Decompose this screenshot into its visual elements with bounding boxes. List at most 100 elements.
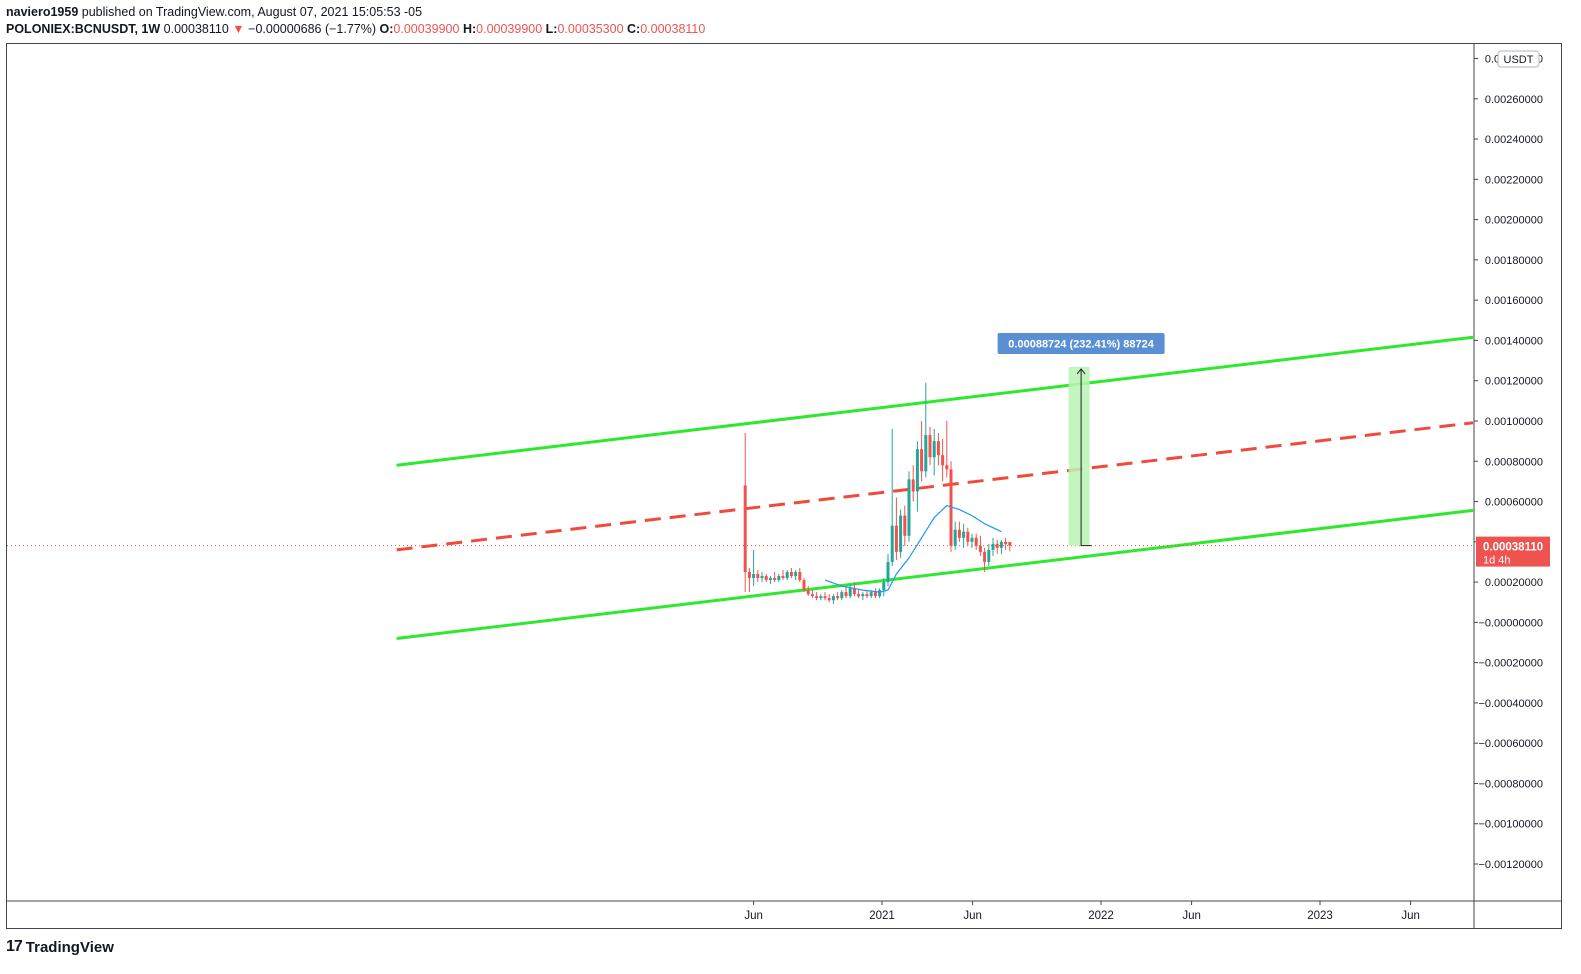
candle-body[interactable]: [894, 525, 898, 552]
candle-body[interactable]: [861, 594, 865, 597]
candle-body[interactable]: [987, 549, 991, 562]
low-value: 0.00035300: [557, 22, 624, 36]
time-tick-label: Jun: [963, 910, 982, 922]
candle-body[interactable]: [806, 590, 810, 595]
price-tick-label: 0.00180000: [1485, 255, 1543, 267]
close-label: C:: [627, 22, 641, 36]
candle-body[interactable]: [794, 572, 798, 577]
candle-body[interactable]: [890, 525, 894, 562]
author-name: naviero1959: [6, 5, 79, 19]
candle-body[interactable]: [911, 479, 915, 492]
channel-upper-line[interactable]: [396, 335, 1474, 467]
candle-body[interactable]: [789, 572, 793, 577]
candle-body[interactable]: [953, 529, 957, 546]
candle-body[interactable]: [970, 537, 974, 542]
channel-lower-line[interactable]: [396, 508, 1474, 640]
price-change: −0.00000686 (−1.77%): [248, 22, 377, 36]
measure-label-box: [997, 332, 1165, 354]
candle-body[interactable]: [865, 594, 869, 597]
currency-badge[interactable]: [1497, 50, 1540, 68]
price-axis[interactable]: 0.002800000.002600000.002400000.00220000…: [1474, 50, 1543, 871]
measure-range-box[interactable]: [1068, 366, 1090, 546]
candle-body[interactable]: [941, 455, 945, 466]
candle-body[interactable]: [903, 515, 907, 536]
candle-body[interactable]: [836, 596, 840, 599]
candle-body[interactable]: [857, 594, 861, 597]
candle-body[interactable]: [915, 449, 919, 492]
candle-body[interactable]: [752, 574, 756, 579]
candle-body[interactable]: [1004, 541, 1008, 545]
price-tick-label: −0.00020000: [1478, 658, 1543, 670]
candle-body[interactable]: [798, 572, 802, 581]
candle-body[interactable]: [907, 479, 911, 536]
candle-body[interactable]: [882, 582, 886, 591]
channel-mid-dashed-line[interactable]: [396, 421, 1474, 552]
candle-body[interactable]: [999, 541, 1003, 548]
candles-group[interactable]: [743, 382, 1012, 605]
candle-body[interactable]: [869, 592, 873, 597]
measure-arrow-head-icon: [1076, 368, 1086, 375]
candle-body[interactable]: [974, 537, 978, 546]
candle-body[interactable]: [827, 598, 831, 601]
price-tick-label: 0.00260000: [1485, 94, 1543, 106]
candle-body[interactable]: [928, 435, 932, 458]
candle-body[interactable]: [852, 588, 856, 595]
candle-body[interactable]: [815, 596, 819, 599]
candle-body[interactable]: [983, 551, 987, 562]
high-value: 0.00039900: [476, 22, 543, 36]
moving-average-line: [824, 504, 1002, 593]
candle-body[interactable]: [764, 576, 768, 581]
candle-body[interactable]: [823, 596, 827, 599]
candle-body[interactable]: [936, 441, 940, 456]
price-tick-label: 0.00080000: [1485, 456, 1543, 468]
candle-body[interactable]: [831, 596, 835, 601]
candle-body[interactable]: [962, 531, 966, 538]
candle-body[interactable]: [991, 543, 995, 550]
candle-body[interactable]: [924, 435, 928, 472]
candle-body[interactable]: [743, 485, 747, 573]
candle-body[interactable]: [995, 543, 999, 548]
candle-body[interactable]: [932, 441, 936, 458]
candle-body[interactable]: [873, 592, 877, 597]
price-tick-label: −0.00100000: [1478, 819, 1543, 831]
candle-body[interactable]: [802, 580, 806, 591]
measure-label-text: 0.00088724 (232.41%) 88724: [1008, 338, 1154, 350]
candle-body[interactable]: [978, 545, 982, 552]
candle-body[interactable]: [1008, 542, 1012, 546]
symbol-label: POLONIEX:BCNUSDT, 1W: [6, 22, 161, 36]
currency-badge-label[interactable]: USDT: [1504, 54, 1534, 66]
candle-body[interactable]: [760, 576, 764, 579]
candle-body[interactable]: [768, 578, 772, 581]
tradingview-logo-icon: 17: [6, 938, 23, 955]
time-axis[interactable]: Jun 2021 Jun 2022 Jun 2023 Jun: [744, 901, 1420, 922]
candle-body[interactable]: [747, 572, 751, 579]
time-tick-label: 2022: [1088, 910, 1114, 922]
close-value: 0.00038110: [640, 22, 706, 36]
candle-body[interactable]: [848, 588, 852, 597]
candle-body[interactable]: [781, 576, 785, 579]
candle-body[interactable]: [945, 465, 949, 470]
candle-body[interactable]: [949, 469, 953, 546]
price-tick-label: 0.00220000: [1485, 174, 1543, 186]
candle-body[interactable]: [899, 515, 903, 552]
candle-body[interactable]: [886, 561, 890, 583]
price-range-measure[interactable]: 0.00088724 (232.41%) 88724: [997, 332, 1165, 547]
candle-body[interactable]: [920, 449, 924, 472]
candle-body[interactable]: [756, 574, 760, 579]
candle-body[interactable]: [840, 592, 844, 599]
candle-body[interactable]: [966, 531, 970, 542]
candle-body[interactable]: [878, 590, 882, 597]
channel-group[interactable]: [7, 335, 1474, 640]
candle-body[interactable]: [957, 529, 961, 538]
candle-body[interactable]: [777, 576, 781, 581]
price-tick-label: 0.00140000: [1485, 335, 1543, 347]
candle-body[interactable]: [844, 592, 848, 597]
candle-body[interactable]: [773, 578, 777, 581]
price-tick-label: −0.00000000: [1478, 617, 1543, 629]
candle-body[interactable]: [819, 596, 823, 599]
candle-body[interactable]: [810, 594, 814, 597]
candle-body[interactable]: [785, 572, 789, 579]
down-arrow-icon: ▼: [232, 22, 245, 36]
